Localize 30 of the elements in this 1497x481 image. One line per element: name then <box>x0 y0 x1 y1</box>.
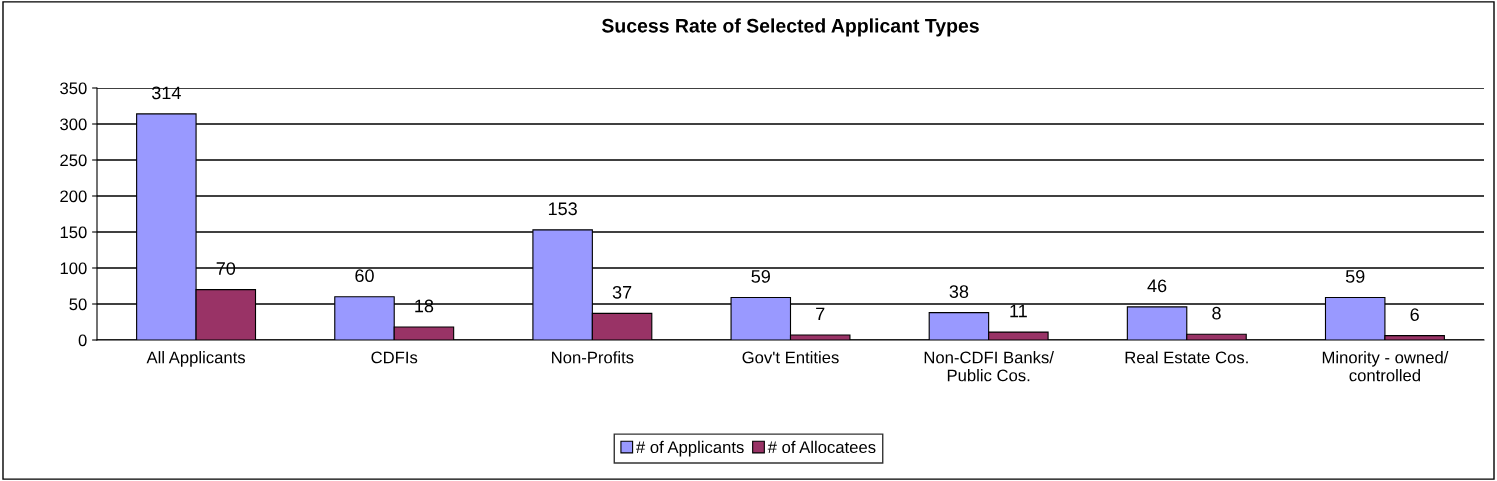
chart-title: Sucess Rate of Selected Applicant Types <box>601 18 979 37</box>
y-tick-label: 150 <box>60 226 87 239</box>
x-tick-label: Gov't Entities <box>742 351 839 364</box>
data-label: 59 <box>1345 270 1365 283</box>
y-tick-label: 100 <box>60 262 87 275</box>
data-label: 46 <box>1147 279 1167 293</box>
data-label: 314 <box>151 86 181 100</box>
y-tick-label: 0 <box>78 334 87 347</box>
data-label: 38 <box>949 285 969 298</box>
data-label: 153 <box>548 202 577 216</box>
data-label: 11 <box>1010 304 1027 318</box>
data-label: 37 <box>612 285 632 299</box>
data-label: 6 <box>1410 308 1419 321</box>
x-tick-label: Non-CDFI Banks/ Public Cos. <box>924 351 1054 382</box>
y-tick-label: 300 <box>60 118 87 131</box>
data-label: 59 <box>751 270 770 283</box>
x-tick-label: Non-Profits <box>552 351 634 364</box>
x-tick-label: CDFIs <box>371 351 418 364</box>
data-label: 7 <box>816 307 825 321</box>
x-tick-label: Minority - owned/ controlled <box>1322 351 1449 382</box>
x-tick-label: All Applicants <box>146 351 246 367</box>
y-tick-label: 350 <box>60 82 87 95</box>
data-label: 60 <box>355 269 374 283</box>
x-tick-label: Real Estate Cos. <box>1125 351 1248 364</box>
y-tick-label: 200 <box>60 190 87 203</box>
y-tick-label: 50 <box>69 298 87 311</box>
legend-label: # of Allocatees <box>767 440 876 454</box>
legend-label: # of Applicants <box>636 440 744 457</box>
y-tick-label: 250 <box>60 154 87 167</box>
data-label: 8 <box>1212 306 1221 320</box>
